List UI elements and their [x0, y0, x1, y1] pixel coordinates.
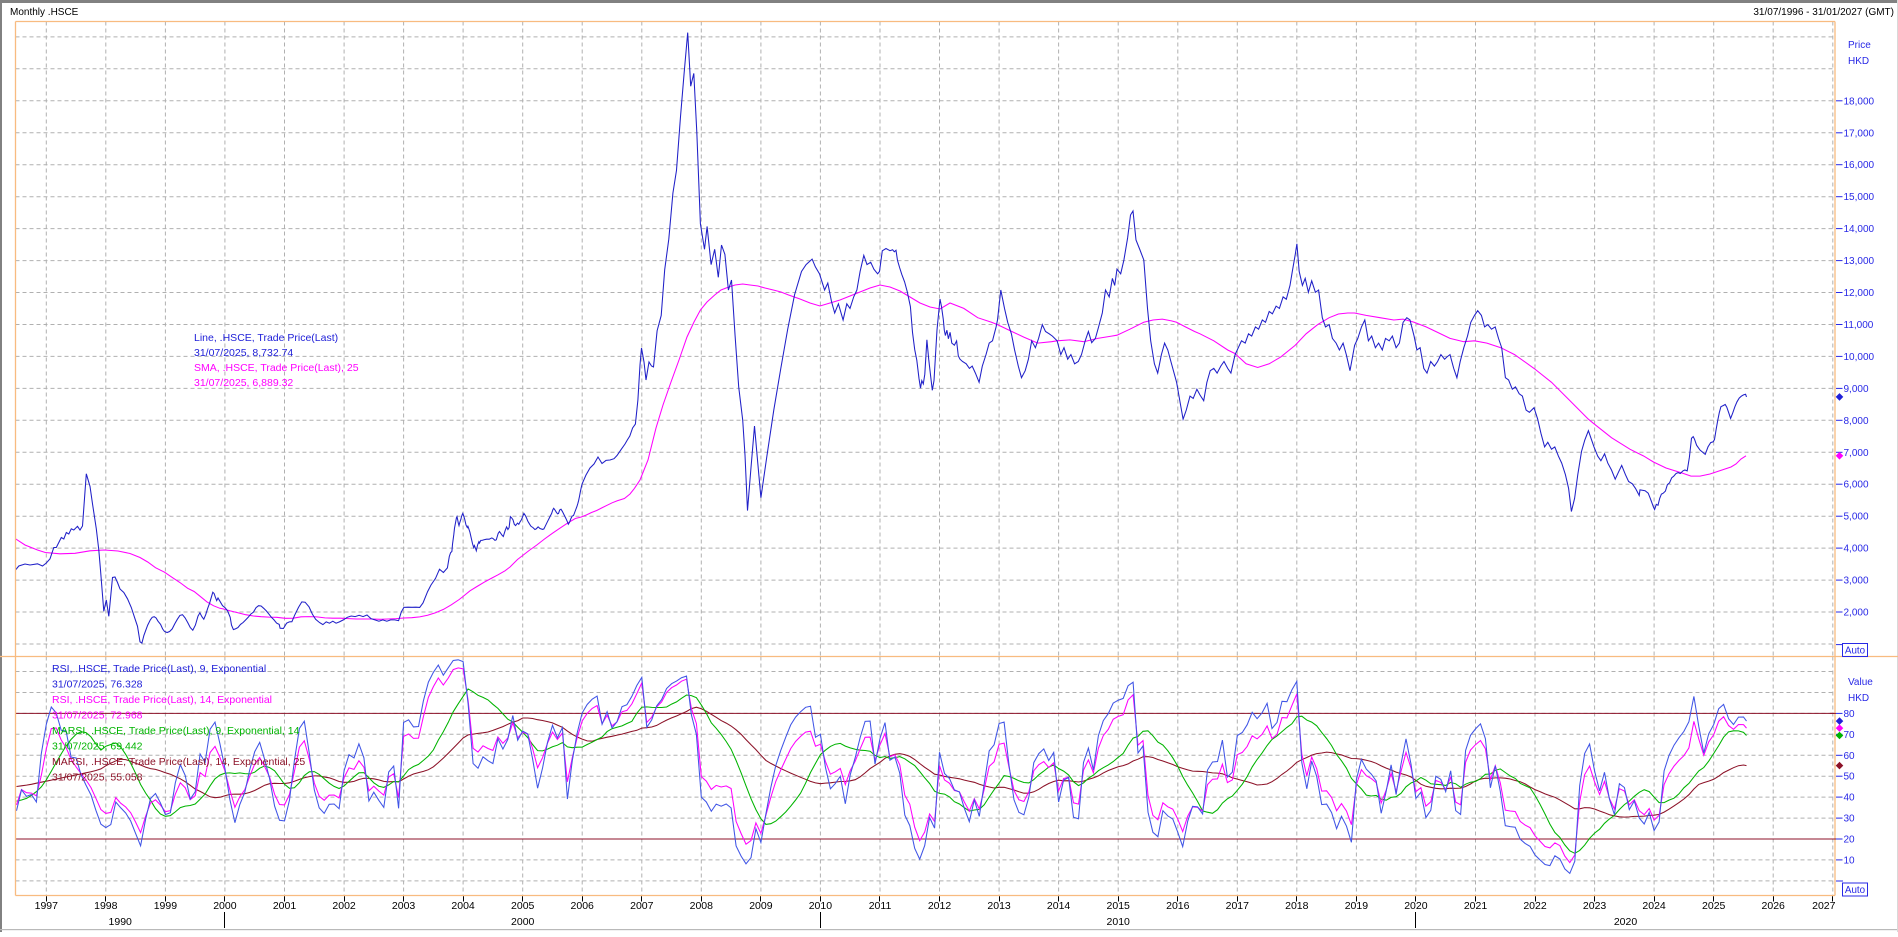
svg-text:31/07/2025, 8,732.74: 31/07/2025, 8,732.74: [194, 347, 293, 359]
svg-text:40: 40: [1844, 793, 1856, 804]
svg-text:Price: Price: [1848, 40, 1871, 51]
svg-text:4,000: 4,000: [1844, 544, 1869, 555]
svg-text:2010: 2010: [1107, 916, 1131, 928]
svg-text:RSI, .HSCE, Trade Price(Last),: RSI, .HSCE, Trade Price(Last), 14, Expon…: [52, 694, 272, 706]
svg-text:2019: 2019: [1345, 900, 1369, 912]
svg-text:2020: 2020: [1614, 916, 1638, 928]
svg-text:1990: 1990: [109, 916, 133, 928]
svg-text:2008: 2008: [690, 900, 714, 912]
svg-text:HKD: HKD: [1848, 56, 1869, 67]
svg-text:Line, .HSCE, Trade Price(Last): Line, .HSCE, Trade Price(Last): [194, 332, 338, 344]
svg-text:9,000: 9,000: [1844, 384, 1869, 395]
svg-text:11,000: 11,000: [1844, 320, 1874, 331]
svg-text:17,000: 17,000: [1844, 128, 1875, 139]
svg-text:30: 30: [1844, 814, 1856, 825]
svg-text:SMA, .HSCE, Trade Price(Last),: SMA, .HSCE, Trade Price(Last), 25: [194, 362, 359, 374]
svg-text:2021: 2021: [1464, 900, 1488, 912]
svg-text:10,000: 10,000: [1844, 352, 1875, 363]
svg-text:18,000: 18,000: [1844, 96, 1875, 107]
svg-text:2009: 2009: [749, 900, 773, 912]
svg-text:5,000: 5,000: [1844, 512, 1869, 523]
svg-text:2011: 2011: [869, 900, 892, 912]
svg-text:31/07/2025, 72.968: 31/07/2025, 72.968: [52, 710, 143, 722]
svg-text:7,000: 7,000: [1844, 448, 1869, 459]
svg-text:20: 20: [1844, 835, 1856, 846]
svg-text:31/07/2025, 69.442: 31/07/2025, 69.442: [52, 741, 143, 753]
svg-text:70: 70: [1844, 730, 1856, 741]
svg-text:2022: 2022: [1523, 900, 1547, 912]
svg-text:2016: 2016: [1166, 900, 1190, 912]
svg-text:3,000: 3,000: [1844, 576, 1869, 587]
svg-text:2014: 2014: [1047, 900, 1071, 912]
svg-text:2,000: 2,000: [1844, 608, 1869, 619]
svg-text:2025: 2025: [1702, 900, 1726, 912]
svg-text:2004: 2004: [451, 900, 475, 912]
svg-text:2023: 2023: [1583, 900, 1607, 912]
svg-text:13,000: 13,000: [1844, 256, 1875, 267]
svg-text:2017: 2017: [1226, 900, 1250, 912]
svg-text:Monthly .HSCE: Monthly .HSCE: [10, 7, 79, 18]
svg-text:Auto: Auto: [1845, 885, 1866, 896]
svg-text:RSI, .HSCE, Trade Price(Last),: RSI, .HSCE, Trade Price(Last), 9, Expone…: [52, 663, 266, 675]
svg-text:HKD: HKD: [1848, 693, 1869, 704]
svg-text:2012: 2012: [928, 900, 952, 912]
svg-text:12,000: 12,000: [1844, 288, 1875, 299]
svg-text:6,000: 6,000: [1844, 480, 1869, 491]
svg-text:2007: 2007: [630, 900, 654, 912]
svg-text:2006: 2006: [571, 900, 595, 912]
svg-text:31/07/2025, 76.328: 31/07/2025, 76.328: [52, 679, 143, 691]
svg-text:2010: 2010: [809, 900, 833, 912]
svg-text:2015: 2015: [1107, 900, 1131, 912]
svg-text:Auto: Auto: [1845, 646, 1866, 657]
svg-text:2018: 2018: [1285, 900, 1309, 912]
svg-text:14,000: 14,000: [1844, 224, 1875, 235]
svg-text:16,000: 16,000: [1844, 160, 1875, 171]
svg-text:Value: Value: [1848, 677, 1873, 688]
svg-text:15,000: 15,000: [1844, 192, 1875, 203]
svg-text:2024: 2024: [1642, 900, 1666, 912]
svg-text:2000: 2000: [511, 916, 535, 928]
svg-text:8,000: 8,000: [1844, 416, 1869, 427]
svg-text:2027: 2027: [1812, 900, 1836, 912]
svg-text:50: 50: [1844, 772, 1856, 783]
svg-text:2020: 2020: [1404, 900, 1428, 912]
svg-text:10: 10: [1844, 855, 1856, 866]
svg-text:1998: 1998: [94, 900, 118, 912]
svg-text:2003: 2003: [392, 900, 416, 912]
svg-text:2000: 2000: [213, 900, 237, 912]
svg-text:2005: 2005: [511, 900, 535, 912]
svg-text:60: 60: [1844, 751, 1856, 762]
svg-text:2013: 2013: [987, 900, 1011, 912]
svg-text:2002: 2002: [332, 900, 356, 912]
svg-text:2026: 2026: [1762, 900, 1786, 912]
svg-text:31/07/1996 - 31/01/2027 (GMT): 31/07/1996 - 31/01/2027 (GMT): [1753, 7, 1894, 18]
svg-text:2001: 2001: [273, 900, 297, 912]
svg-text:31/07/2025, 55.058: 31/07/2025, 55.058: [52, 772, 143, 784]
svg-text:1999: 1999: [154, 900, 178, 912]
svg-text:MARSI, .HSCE, Trade Price(Last: MARSI, .HSCE, Trade Price(Last), 14, Exp…: [52, 756, 305, 768]
svg-text:80: 80: [1844, 709, 1856, 720]
svg-text:1997: 1997: [35, 900, 59, 912]
svg-text:31/07/2025, 6,889.32: 31/07/2025, 6,889.32: [194, 377, 293, 389]
svg-text:MARSI, .HSCE, Trade Price(Last: MARSI, .HSCE, Trade Price(Last), 9, Expo…: [52, 725, 300, 737]
